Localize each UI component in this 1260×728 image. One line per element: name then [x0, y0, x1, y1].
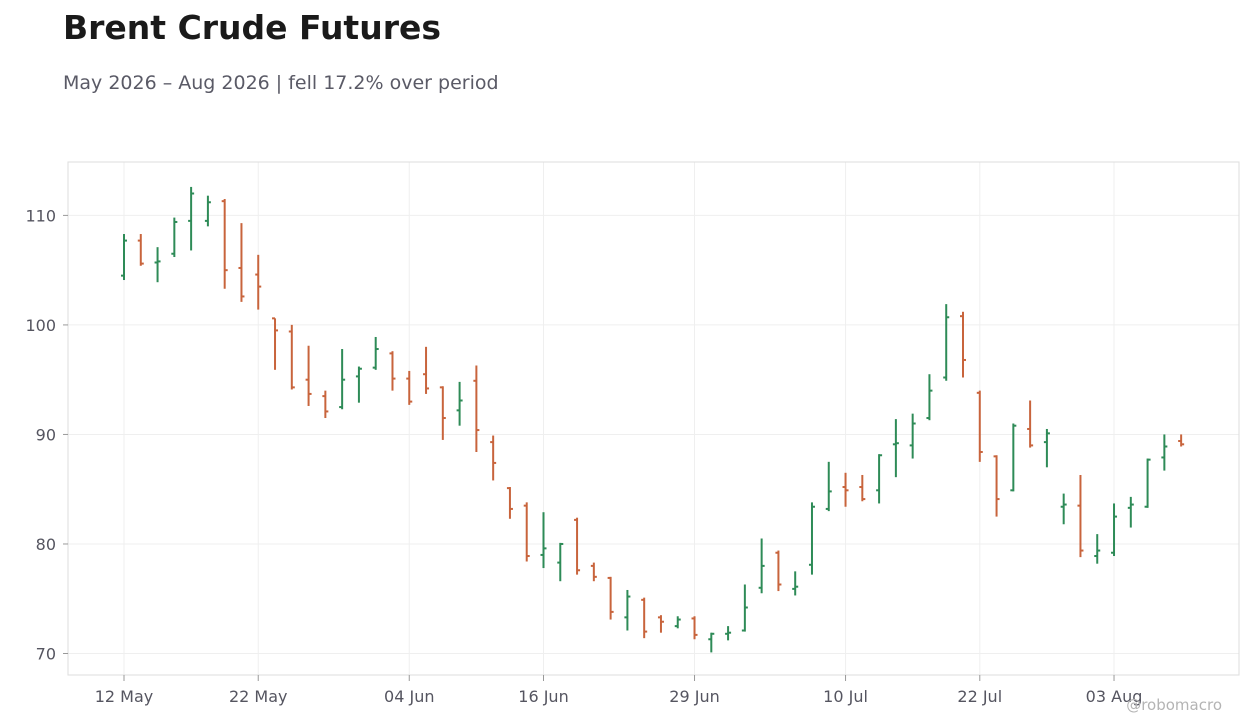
ohlc-bar — [775, 550, 782, 592]
ohlc-bar — [842, 472, 849, 507]
ohlc-bar — [204, 195, 211, 227]
chart-subtitle: May 2026 – Aug 2026 | fell 17.2% over pe… — [63, 72, 499, 94]
x-tick-label: 12 May — [95, 687, 154, 706]
y-tick-label: 110 — [25, 206, 56, 225]
ohlc-bar — [1060, 493, 1067, 525]
ohlc-bar — [355, 366, 362, 403]
ohlc-bar — [976, 390, 983, 462]
ohlc-bar — [1094, 534, 1101, 564]
ohlc-bar — [758, 538, 765, 594]
watermark: @robomacro — [1126, 696, 1222, 714]
ohlc-bar — [137, 234, 144, 266]
ohlc-bar — [1043, 428, 1050, 468]
ohlc-bar — [1010, 423, 1017, 492]
ohlc-bar — [238, 223, 245, 302]
x-tick-label: 29 Jun — [669, 687, 719, 706]
ohlc-bar — [540, 512, 547, 569]
ohlc-bar — [1178, 434, 1185, 447]
ohlc-bar — [1161, 434, 1168, 471]
ohlc-bars — [121, 186, 1185, 653]
ohlc-bar — [741, 584, 748, 632]
ohlc-bar — [406, 370, 413, 405]
ohlc-bar — [288, 324, 295, 390]
x-tick-label: 03 Aug — [1086, 687, 1143, 706]
ohlc-bar — [171, 217, 178, 258]
ohlc-bar — [859, 474, 866, 502]
ohlc-bar — [490, 435, 497, 481]
ohlc-bar — [1027, 400, 1034, 448]
ohlc-bar — [221, 198, 228, 289]
ohlc-bar — [121, 234, 127, 281]
ohlc-bar — [255, 254, 262, 310]
y-axis: 70 80 90 100 110 — [25, 206, 68, 664]
ohlc-bar — [372, 336, 379, 370]
ohlc-bar — [657, 615, 664, 633]
plot-frame — [67, 161, 1240, 676]
ohlc-bar — [624, 589, 631, 631]
y-tick-label: 100 — [25, 316, 56, 335]
ohlc-bar — [473, 365, 480, 452]
ohlc-bar — [792, 571, 799, 596]
ohlc-bar — [674, 616, 681, 629]
ohlc-bar — [960, 311, 966, 378]
ohlc-bar — [439, 386, 446, 440]
ohlc-bar — [641, 597, 648, 639]
x-tick-label: 16 Jun — [518, 687, 568, 706]
ohlc-bar — [993, 455, 1000, 517]
y-tick-label: 90 — [36, 425, 56, 444]
x-tick-label: 22 Jul — [957, 687, 1002, 706]
chart-title: Brent Crude Futures — [63, 8, 442, 47]
ohlc-bar — [322, 390, 329, 419]
ohlc-bar — [725, 626, 732, 641]
ohlc-bar — [926, 374, 933, 421]
y-tick-label: 80 — [36, 535, 56, 554]
ohlc-bar — [708, 632, 715, 653]
ohlc-bar — [389, 351, 396, 391]
ohlc-bar — [305, 345, 312, 406]
ohlc-bar — [523, 502, 530, 562]
ohlc-bar — [1111, 503, 1118, 557]
ohlc-bar — [1144, 458, 1151, 508]
ohlc-bar — [892, 419, 899, 478]
ohlc-bar — [506, 487, 513, 519]
ohlc-bar — [1127, 496, 1134, 528]
ohlc-bar — [339, 349, 346, 410]
ohlc-bar — [1077, 474, 1084, 558]
ohlc-bar — [607, 576, 614, 620]
ohlc-bar — [909, 413, 916, 459]
ohlc-bar — [154, 247, 161, 283]
ohlc-bar — [691, 616, 698, 640]
ohlc-bar — [456, 381, 463, 426]
ohlc-bar — [825, 461, 832, 512]
ohlc-bar — [876, 454, 883, 504]
grid-lines — [68, 162, 1239, 675]
ohlc-bar — [943, 304, 950, 381]
y-tick-label: 70 — [36, 645, 56, 664]
ohlc-bar — [574, 517, 581, 575]
ohlc-bar — [272, 317, 279, 370]
x-tick-label: 10 Jul — [823, 687, 868, 706]
x-tick-label: 22 May — [229, 687, 288, 706]
ohlc-bar — [808, 502, 815, 575]
ohlc-bar — [188, 186, 195, 251]
x-axis: 12 May 22 May 04 Jun 16 Jun 29 Jun 10 Jul 22 J… — [95, 675, 1143, 706]
x-tick-label: 04 Jun — [384, 687, 434, 706]
ohlc-bar — [423, 346, 430, 394]
ohlc-bar — [590, 562, 597, 582]
ohlc-bar — [557, 542, 564, 582]
